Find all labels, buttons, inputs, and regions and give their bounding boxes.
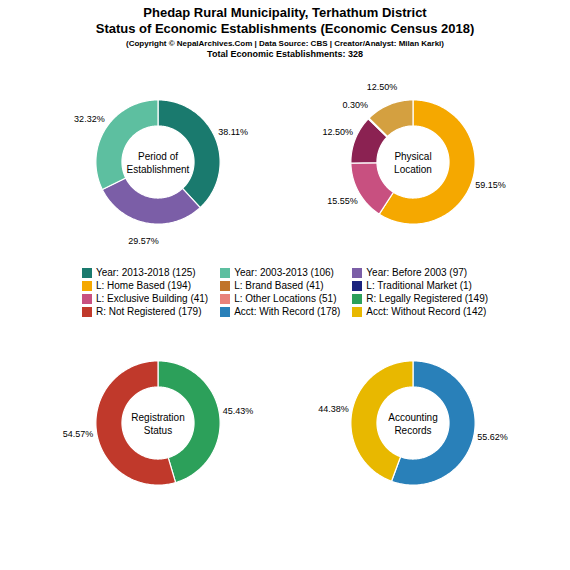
html-text:Year: 2013-2018 (125): Year: 2013-2018 (125) — [95, 267, 196, 278]
html-text:R: Not Registered (179): R: Not Registered (179) — [95, 306, 202, 317]
svg-text:44.38%: 44.38% — [318, 404, 349, 414]
svg-text:12.50%: 12.50% — [323, 127, 354, 137]
html-text:Year: 2003-2013 (106): Year: 2003-2013 (106) — [234, 267, 334, 278]
svg-text:59.15%: 59.15% — [475, 180, 506, 190]
html-text:(Copyright © NepalArchives.Com: (Copyright © NepalArchives.Com | Data So… — [126, 39, 444, 48]
svg-text:55.62%: 55.62% — [477, 432, 508, 442]
html-text:Acct: Without Record (142): Acct: Without Record (142) — [366, 306, 487, 317]
html-text:Total Economic Establishments:: Total Economic Establishments: 328 — [207, 49, 363, 59]
svg-text:12.50%: 12.50% — [367, 82, 398, 92]
svg-text:45.43%: 45.43% — [223, 406, 254, 416]
svg-text:PhysicalLocation: PhysicalLocation — [394, 151, 432, 175]
svg-text:AccountingRecords: AccountingRecords — [388, 412, 437, 436]
svg-text:RegistrationStatus: RegistrationStatus — [131, 412, 184, 436]
html-text:L: Exclusive Building (41): L: Exclusive Building (41) — [95, 293, 209, 304]
html-text:L: Other Locations (51): L: Other Locations (51) — [234, 293, 337, 304]
html-text:L: Brand Based (41): L: Brand Based (41) — [234, 280, 324, 291]
svg-text:32.32%: 32.32% — [74, 114, 105, 124]
svg-text:38.11%: 38.11% — [218, 127, 248, 137]
svg-text:29.57%: 29.57% — [128, 236, 159, 246]
svg-text:15.55%: 15.55% — [327, 196, 358, 206]
html-text:L: Home Based (194): L: Home Based (194) — [95, 280, 191, 291]
svg-text:0.30%: 0.30% — [343, 100, 369, 110]
html-text:Phedap Rural Municipality, Ter: Phedap Rural Municipality, Terhathum Dis… — [95, 5, 475, 36]
html-text:Year: Before 2003 (97): Year: Before 2003 (97) — [366, 267, 468, 278]
svg-text:54.57%: 54.57% — [63, 429, 94, 439]
svg-text:Period ofEstablishment: Period ofEstablishment — [127, 151, 190, 175]
html-text:R: Legally Registered (149): R: Legally Registered (149) — [366, 293, 489, 304]
html-text:Acct: With Record (178): Acct: With Record (178) — [234, 306, 341, 317]
html-text:L: Traditional Market (1): L: Traditional Market (1) — [366, 280, 472, 291]
